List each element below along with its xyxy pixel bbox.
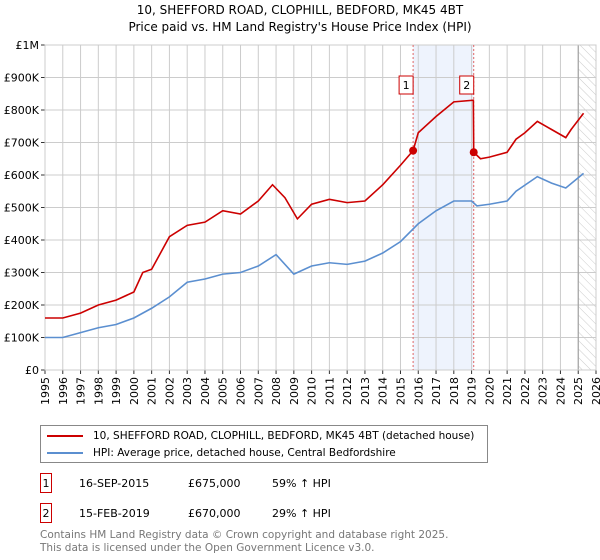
y-tick-label: £0 [25, 364, 39, 377]
x-tick-label: 2020 [483, 377, 496, 405]
transaction-badge: 2 [40, 503, 52, 523]
x-tick-label: 2009 [288, 377, 301, 405]
y-tick-label: £1M [16, 39, 40, 52]
x-tick-label: 2019 [466, 377, 479, 405]
x-tick-label: 2026 [590, 377, 600, 405]
transaction-price: £670,000 [188, 506, 241, 520]
y-tick-label: £700K [4, 137, 40, 150]
sale-point [469, 148, 478, 157]
x-tick-label: 2002 [163, 377, 176, 405]
chart-title: 10, SHEFFORD ROAD, CLOPHILL, BEDFORD, MK… [136, 3, 464, 17]
x-tick-label: 1996 [57, 377, 70, 405]
x-tick-label: 2006 [235, 377, 248, 405]
x-tick-label: 2016 [412, 377, 425, 405]
sale-point [409, 146, 418, 155]
footer-line-2: This data is licensed under the Open Gov… [40, 542, 375, 554]
x-tick-label: 2007 [252, 377, 265, 405]
plot-frame [44, 44, 597, 371]
x-tick-label: 2010 [306, 377, 319, 405]
transaction-row: 2 15-FEB-2019 £670,000 29% ↑ HPI [40, 503, 540, 523]
transaction-badge: 1 [40, 473, 52, 493]
y-tick-label: £400K [4, 234, 40, 247]
legend-swatch-hpi [47, 452, 83, 454]
chart-subtitle: Price paid vs. HM Land Registry's House … [128, 20, 472, 34]
x-tick-label: 2024 [554, 377, 567, 405]
sale-annotation-box [398, 75, 414, 95]
legend-label-property: 10, SHEFFORD ROAD, CLOPHILL, BEDFORD, MK… [93, 430, 475, 442]
x-tick-label: 2003 [181, 377, 194, 405]
legend: 10, SHEFFORD ROAD, CLOPHILL, BEDFORD, MK… [40, 425, 488, 463]
property-price-line [45, 99, 585, 319]
hpi-line [45, 172, 585, 339]
x-tick-label: 1999 [110, 377, 123, 405]
y-tick-label: £600K [4, 169, 40, 182]
x-tick-label: 2004 [199, 377, 212, 405]
x-tick-label: 2014 [377, 377, 390, 405]
x-tick-label: 2008 [270, 377, 283, 405]
x-tick-label: 2012 [341, 377, 354, 405]
x-tick-label: 2013 [359, 377, 372, 405]
transaction-price: £675,000 [188, 476, 241, 490]
y-tick-label: £300K [4, 267, 40, 280]
y-tick-label: £800K [4, 104, 40, 117]
x-tick-label: 2011 [323, 377, 336, 405]
x-tick-label: 2005 [217, 377, 230, 405]
x-tick-label: 1998 [92, 377, 105, 405]
transaction-hpi: 59% ↑ HPI [272, 476, 331, 490]
y-tick-label: £200K [4, 299, 40, 312]
sale-annotation-label: 2 [463, 79, 470, 92]
x-tick-label: 2021 [501, 377, 514, 405]
x-tick-label: 2022 [519, 377, 532, 405]
transaction-date: 16-SEP-2015 [79, 476, 150, 490]
y-tick-label: £900K [4, 72, 40, 85]
legend-label-hpi: HPI: Average price, detached house, Cent… [93, 447, 396, 459]
sale-annotation-box [459, 75, 475, 95]
legend-swatch-property [47, 435, 83, 437]
x-tick-label: 2017 [430, 377, 443, 405]
x-tick-label: 2023 [537, 377, 550, 405]
x-tick-label: 2018 [448, 377, 461, 405]
x-tick-label: 1995 [39, 377, 52, 405]
footer-line-1: Contains HM Land Registry data © Crown c… [40, 529, 449, 541]
footer: Contains HM Land Registry data © Crown c… [40, 529, 448, 555]
x-tick-label: 2001 [146, 377, 159, 405]
transaction-hpi: 29% ↑ HPI [272, 506, 331, 520]
x-tick-label: 2000 [128, 377, 141, 405]
x-tick-label: 1997 [75, 377, 88, 405]
x-tick-label: 2015 [394, 377, 407, 405]
y-tick-label: £500K [4, 202, 40, 215]
price-chart: 1995 1996 1997 1998 1999 2000 2001 2002 2003 2004… [4, 39, 600, 405]
y-tick-label: £100K [4, 332, 40, 345]
transaction-row: 1 16-SEP-2015 £675,000 59% ↑ HPI [40, 473, 540, 493]
transaction-date: 15-FEB-2019 [79, 506, 150, 520]
sale-annotation-label: 1 [403, 79, 410, 92]
x-tick-label: 2025 [572, 377, 585, 405]
